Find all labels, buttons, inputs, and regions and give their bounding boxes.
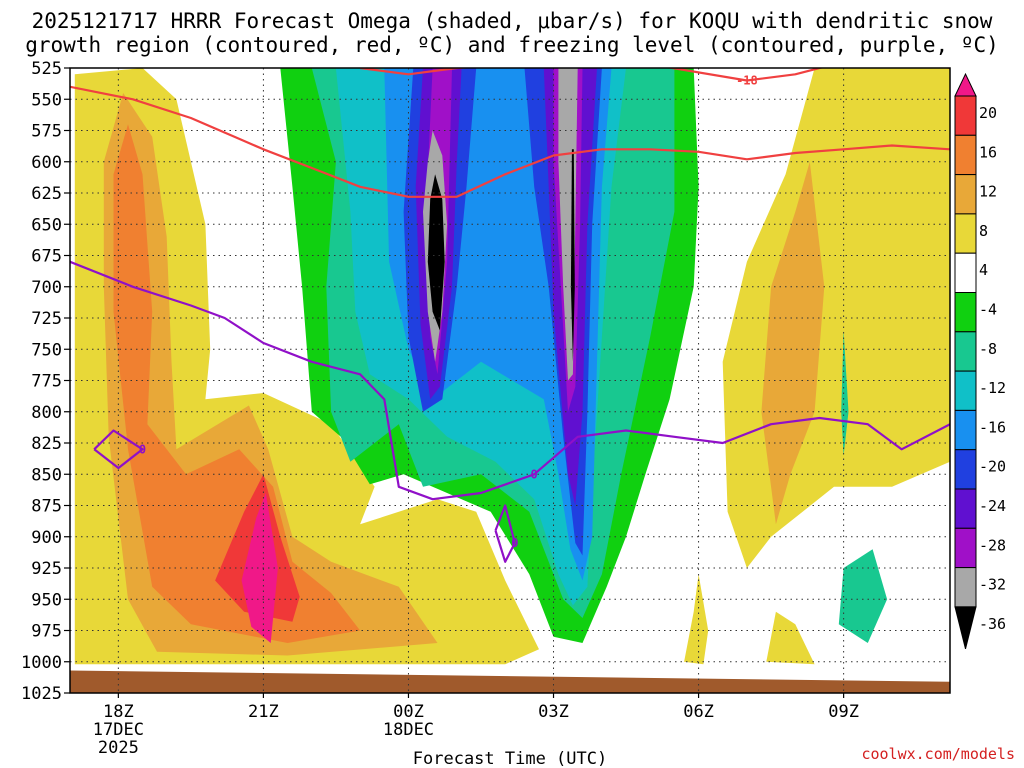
- y-tick-label: 575: [31, 122, 62, 142]
- y-tick-label: 950: [31, 590, 62, 610]
- freezing-contour-freezing-closed-left: [93, 429, 144, 470]
- omega-region-negative-8-sliver: [841, 330, 849, 456]
- x-tick-date: 17DEC: [93, 720, 144, 740]
- chart-title-line-1: 2025121717 HRRR Forecast Omega (shaded, …: [32, 9, 993, 33]
- x-tick-label: 09Z: [828, 702, 859, 722]
- x-tick-label: 03Z: [538, 702, 569, 722]
- colorbar-label: -20: [979, 458, 1006, 476]
- y-tick-label: 775: [31, 372, 62, 392]
- colorbar-swatch: [954, 449, 977, 490]
- omega-region-negative-8-lower-right: [838, 549, 888, 643]
- colorbar-swatch: [954, 95, 977, 136]
- colorbar-swatch: [954, 567, 977, 608]
- y-tick-label: 750: [31, 340, 62, 360]
- y-tick-label: 675: [31, 247, 62, 267]
- y-tick-label: 975: [31, 622, 62, 642]
- colorbar-label: -36: [979, 615, 1006, 633]
- x-axis-title: Forecast Time (UTC): [413, 749, 607, 768]
- colorbar-label: -32: [979, 576, 1006, 594]
- grid-lines: [70, 68, 950, 693]
- x-tick-year: 2025: [98, 738, 139, 758]
- credit-text: coolwx.com/models: [861, 745, 1015, 763]
- colorbar-swatch: [954, 134, 977, 176]
- colorbar-swatch: [954, 409, 977, 451]
- colorbar-label: -4: [979, 301, 997, 319]
- colorbar-swatch: [954, 370, 977, 411]
- omega-region-positive-4-lower-mid: [766, 611, 815, 665]
- dgz-contour-dgz-lower: [70, 85, 950, 198]
- x-tick-date: 18DEC: [383, 720, 434, 740]
- colorbar-swatch: [954, 252, 977, 293]
- x-tick-label: 21Z: [248, 702, 279, 722]
- y-tick-label: 1025: [21, 684, 62, 704]
- x-tick-label: 00Z: [393, 702, 424, 722]
- y-tick-label: 700: [31, 278, 62, 298]
- colorbar-label: -8: [979, 340, 997, 358]
- contour-label: 0: [139, 442, 146, 456]
- y-tick-label: 625: [31, 184, 62, 204]
- contour-label: 0: [531, 467, 538, 481]
- colorbar-swatch: [954, 213, 977, 254]
- y-tick-label: 525: [31, 59, 62, 79]
- y-tick-label: 725: [31, 309, 62, 329]
- y-tick-label: 1000: [21, 653, 62, 673]
- contour-layer: -18 0 0 0: [70, 68, 950, 563]
- y-tick-label: 825: [31, 434, 62, 454]
- x-tick-label: 18Z: [103, 702, 134, 722]
- contour-label: 0: [511, 536, 518, 550]
- ground-surface: [70, 670, 950, 693]
- contour-label: -18: [736, 74, 758, 88]
- omega-region-negative-36-right-sliver: [570, 149, 575, 362]
- y-axis: 525 550 575 600 625 650 675 700 725 750 775 800 825 8…: [21, 59, 70, 704]
- colorbar-swatch: [954, 331, 977, 372]
- colorbar-swatch: [954, 292, 977, 333]
- dgz-contour-dgz-upper: [359, 68, 950, 82]
- chart-title-line-2: growth region (contoured, red, ºC) and f…: [25, 33, 999, 57]
- colorbar: 20 16 12 8 4 -4 -8 -12 -16 -20 -24 -28 -32 -36: [954, 72, 1006, 650]
- colorbar-label: 20: [979, 104, 997, 122]
- y-tick-label: 925: [31, 559, 62, 579]
- colorbar-swatch: [954, 488, 977, 529]
- omega-region-positive-4-lower-right: [684, 574, 709, 665]
- colorbar-swatch: [954, 606, 977, 650]
- y-tick-label: 875: [31, 497, 62, 517]
- y-tick-label: 850: [31, 465, 62, 485]
- y-tick-label: 650: [31, 215, 62, 235]
- colorbar-label: -16: [979, 418, 1006, 436]
- colorbar-label: -12: [979, 379, 1006, 397]
- colorbar-label: 8: [979, 222, 988, 240]
- y-tick-label: 600: [31, 153, 62, 173]
- colorbar-label: 12: [979, 183, 997, 201]
- omega-region-positive-8-band-right: [761, 161, 825, 525]
- y-tick-label: 900: [31, 528, 62, 548]
- colorbar-swatch: [954, 527, 977, 569]
- freezing-contour-freezing-closed-mid: [494, 504, 516, 563]
- omega-shading-layer: [70, 68, 950, 693]
- colorbar-swatch: [954, 174, 977, 215]
- omega-region-positive-12-core: [113, 124, 361, 644]
- colorbar-label: -24: [979, 497, 1006, 515]
- omega-region-positive-20-core: [241, 493, 278, 643]
- colorbar-label: -28: [979, 536, 1006, 554]
- omega-region-negative-36-core: [427, 174, 445, 331]
- x-tick-label: 06Z: [683, 702, 714, 722]
- colorbar-label: 4: [979, 261, 988, 279]
- colorbar-label: 16: [979, 143, 997, 161]
- y-tick-label: 550: [31, 90, 62, 110]
- freezing-contour-freezing-main: [70, 260, 950, 501]
- y-tick-label: 800: [31, 403, 62, 423]
